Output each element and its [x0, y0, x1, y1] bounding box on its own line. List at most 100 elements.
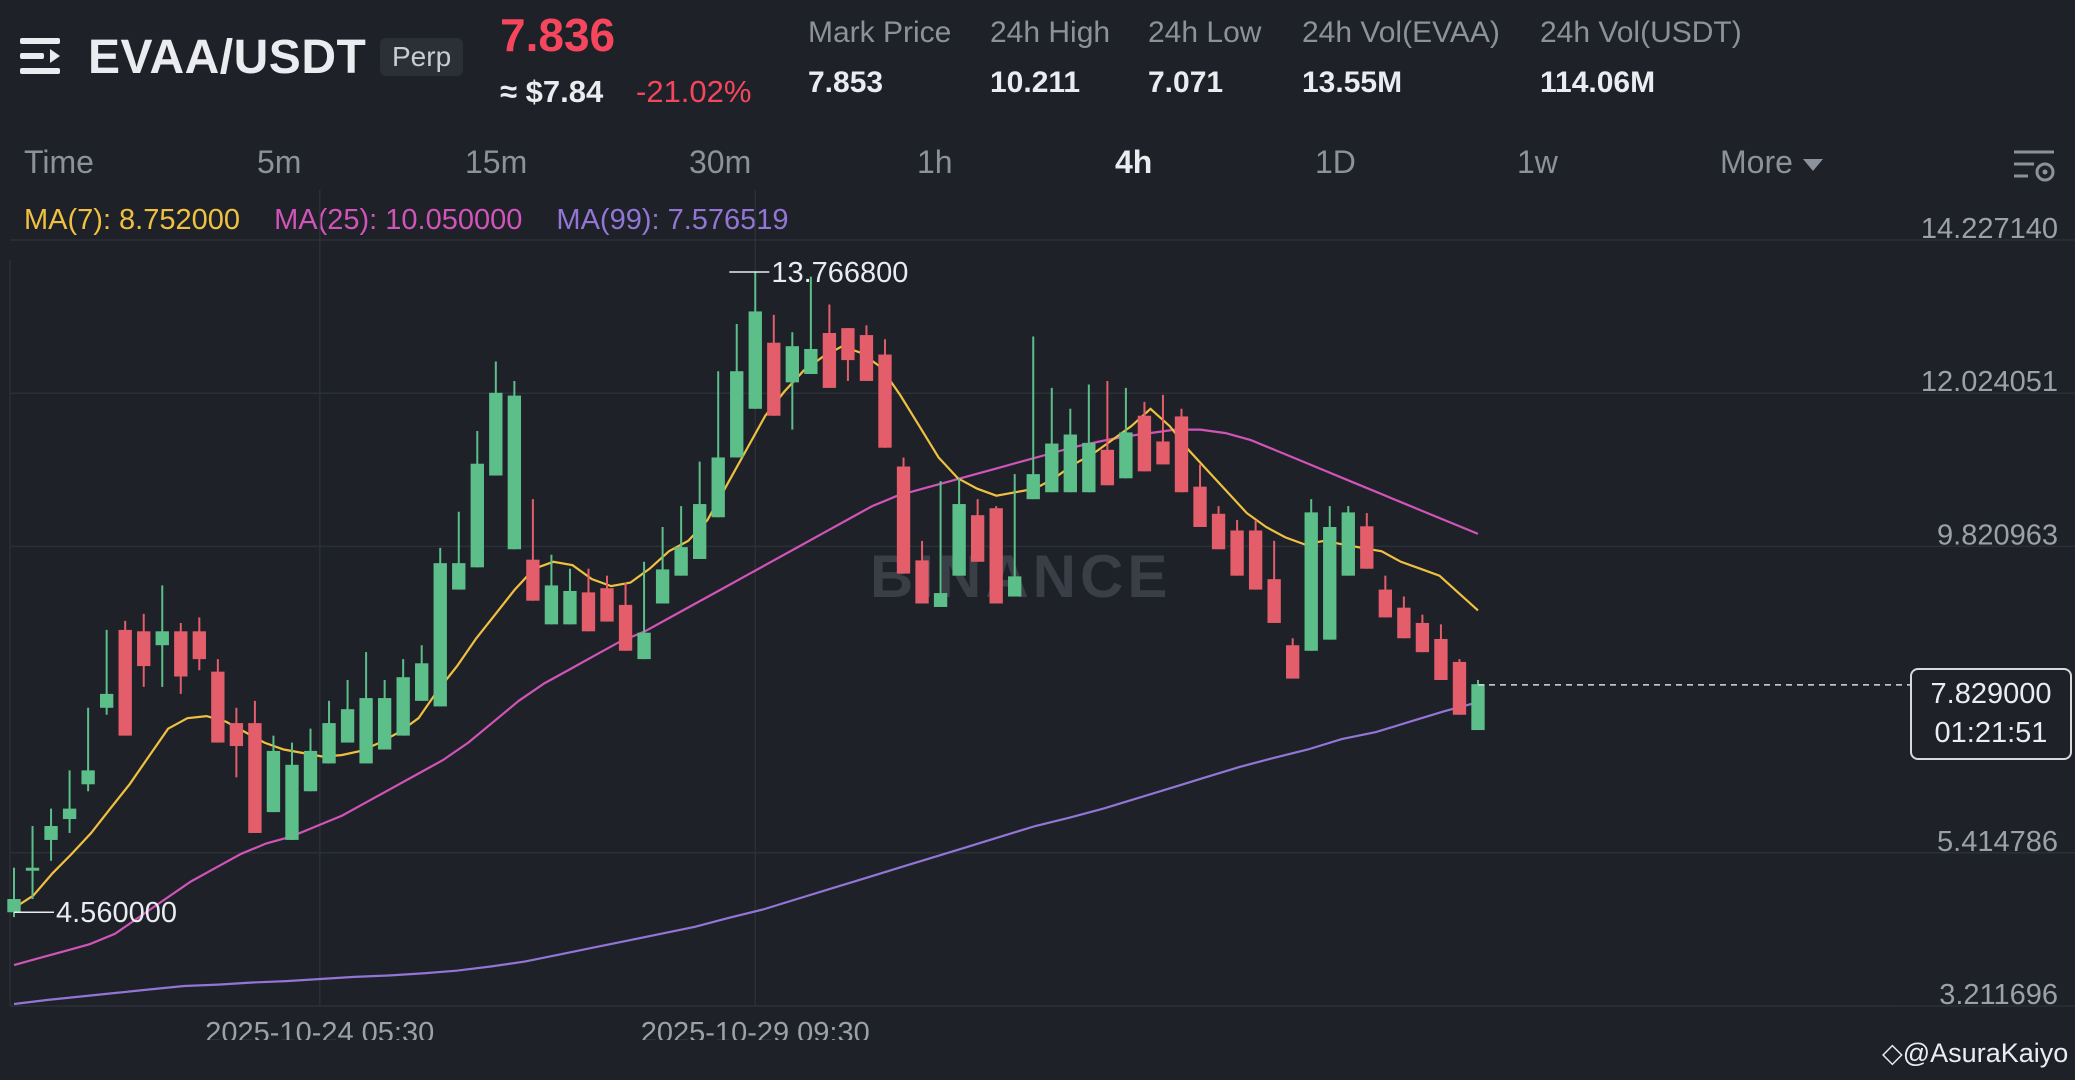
candle	[1045, 387, 1059, 493]
candle	[377, 679, 392, 750]
candle-body	[322, 723, 336, 764]
time-axis: 2025-10-24 05:30 2025-10-29 09:30	[205, 1017, 869, 1040]
tab-4h[interactable]: 4h	[1115, 144, 1153, 180]
candle-body	[970, 515, 985, 562]
candle	[359, 652, 373, 764]
stat-24h-high: 24h High 10.211	[990, 16, 1110, 100]
tab-5m[interactable]: 5m	[257, 144, 302, 180]
candle	[62, 770, 77, 833]
candle-body	[415, 663, 429, 701]
candle	[118, 620, 132, 736]
ma99-line	[13, 701, 1479, 1006]
stat-value: 7.071	[1148, 66, 1224, 99]
candle-body	[1415, 622, 1430, 653]
ma-lines	[13, 344, 1479, 1006]
price-change-percent: -21.02%	[636, 74, 752, 109]
candle-body	[433, 563, 447, 707]
candle	[470, 431, 484, 568]
tab-1w[interactable]: 1w	[1517, 144, 1558, 180]
low-marker-label: 4.560000	[56, 897, 177, 929]
candle	[1248, 520, 1263, 590]
candle-body	[822, 332, 837, 388]
candle	[1434, 624, 1448, 680]
candlestick-chart[interactable]: 13.766800 4.560000 14.227140 12.024051 9.82…	[0, 190, 2075, 1040]
candle	[192, 617, 206, 671]
candle-body	[952, 504, 966, 576]
tab-30m[interactable]: 30m	[689, 144, 752, 180]
tab-1h[interactable]: 1h	[917, 144, 953, 180]
trading-pair-title[interactable]: EVAA/USDT	[88, 31, 367, 84]
stat-label: 24h Vol(USDT)	[1540, 16, 1742, 49]
candle	[1063, 408, 1077, 493]
tab-time[interactable]: Time	[24, 144, 94, 180]
candle	[489, 361, 503, 476]
candle	[581, 568, 596, 632]
candles	[7, 271, 1485, 918]
candle	[711, 371, 725, 518]
candle	[526, 499, 540, 601]
candle	[859, 325, 874, 381]
candle	[25, 826, 40, 900]
candle-body	[1378, 589, 1393, 618]
candle	[322, 700, 336, 764]
candle	[433, 547, 447, 707]
candle	[804, 276, 818, 375]
candle-body	[266, 750, 281, 813]
candle	[1230, 520, 1244, 576]
tab-15m[interactable]: 15m	[465, 144, 528, 180]
indicator-settings-icon[interactable]	[2012, 146, 2056, 186]
candle-body	[359, 698, 373, 764]
caret-down-icon	[1802, 158, 1823, 171]
ma25-legend: MA(25): 10.050000	[274, 204, 523, 236]
candle-body	[544, 585, 559, 625]
candle-body	[489, 392, 503, 476]
usd-price: ≈ $7.84	[500, 74, 604, 109]
chart-annotations: 13.766800 4.560000	[14, 257, 1910, 929]
candle	[952, 478, 966, 576]
candle	[1378, 575, 1393, 618]
stat-label: Mark Price	[808, 16, 952, 49]
ma7-legend: MA(7): 8.752000	[24, 204, 241, 236]
candle-body	[1119, 432, 1133, 479]
candle-body	[229, 723, 244, 747]
candle	[507, 380, 522, 550]
menu-icon[interactable]	[20, 34, 66, 78]
stat-value: 13.55M	[1302, 66, 1403, 99]
stat-24h-vol-base: 24h Vol(EVAA) 13.55M	[1302, 16, 1500, 100]
candle-body	[340, 709, 355, 743]
price-tick-label: 3.211696	[1939, 979, 2058, 1011]
candle	[1174, 408, 1189, 493]
candle	[248, 700, 262, 833]
current-price-tag: 7.829000 01:21:51	[1910, 668, 2072, 760]
tab-more[interactable]: More	[1720, 144, 1823, 181]
candle-body	[303, 750, 318, 792]
price-tick-label: 12.024051	[1921, 366, 2058, 398]
candle-body	[600, 588, 614, 622]
candle	[915, 540, 929, 604]
tab-1d[interactable]: 1D	[1315, 144, 1356, 180]
candle	[1452, 659, 1467, 715]
candle	[1323, 506, 1337, 640]
stat-value: 7.853	[808, 66, 884, 99]
high-marker-label: 13.766800	[771, 257, 908, 289]
candle	[340, 679, 355, 743]
candle-body	[211, 671, 225, 743]
candle-body	[25, 867, 40, 871]
candle	[989, 506, 1003, 604]
candle	[730, 323, 744, 458]
candle-body	[377, 698, 392, 750]
candle-body	[81, 770, 95, 785]
price-tick-label: 14.227140	[1921, 213, 2058, 245]
candle	[452, 511, 466, 590]
candle-body	[1304, 512, 1318, 651]
candle-body	[99, 693, 114, 708]
candle-body	[1323, 526, 1337, 640]
candle-body	[878, 354, 892, 448]
candle-body	[1471, 684, 1485, 731]
candle-body	[44, 826, 58, 840]
candle-body	[1156, 441, 1170, 465]
interval-tabs: Time 5m 15m 30m 1h 4h 1D 1w More	[0, 140, 2075, 190]
candle-body	[174, 631, 188, 677]
candle-body	[1286, 645, 1300, 679]
candle	[600, 575, 614, 622]
